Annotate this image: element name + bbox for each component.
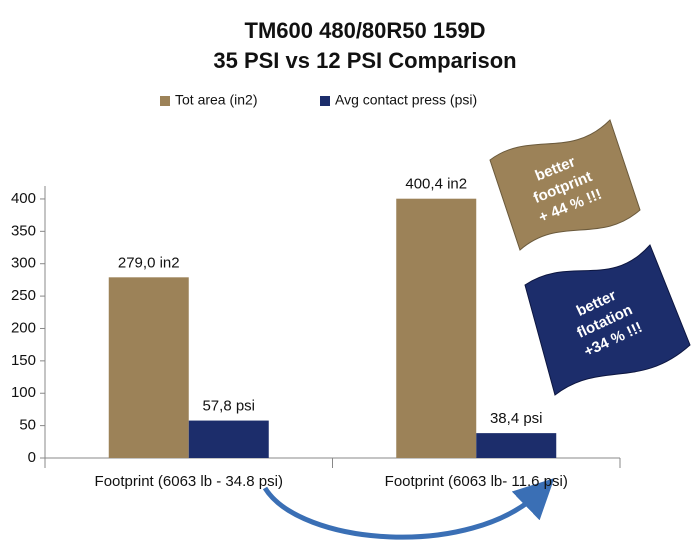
y-tick-label: 0 xyxy=(28,449,36,466)
value-label: 400,4 in2 xyxy=(405,176,467,193)
y-tick-label: 50 xyxy=(19,417,36,434)
legend-swatch xyxy=(160,96,170,106)
arrow xyxy=(262,478,555,540)
bar xyxy=(108,277,189,458)
x-tick-label: Footprint (6063 lb- 11.6 psi) xyxy=(385,473,568,490)
flag xyxy=(524,244,691,396)
bar xyxy=(188,420,269,458)
y-tick-label: 200 xyxy=(11,319,36,336)
value-label: 279,0 in2 xyxy=(118,254,180,271)
chart-title: TM600 480/80R50 159D xyxy=(245,18,486,43)
legend-swatch xyxy=(320,96,330,106)
y-tick-label: 300 xyxy=(11,255,36,272)
y-tick-label: 350 xyxy=(11,222,36,239)
bar xyxy=(476,433,557,458)
y-tick-label: 150 xyxy=(11,352,36,369)
legend-label: Tot area (in2) xyxy=(175,92,257,108)
bar xyxy=(396,198,477,458)
y-tick-label: 400 xyxy=(11,190,36,207)
y-tick-label: 100 xyxy=(11,384,36,401)
value-label: 57,8 psi xyxy=(202,398,255,415)
y-tick-label: 250 xyxy=(11,287,36,304)
flag xyxy=(489,119,641,251)
legend-label: Avg contact press (psi) xyxy=(335,92,477,108)
chart-subtitle: 35 PSI vs 12 PSI Comparison xyxy=(213,48,516,73)
x-tick-label: Footprint (6063 lb - 34.8 psi) xyxy=(95,473,283,490)
value-label: 38,4 psi xyxy=(490,410,543,427)
